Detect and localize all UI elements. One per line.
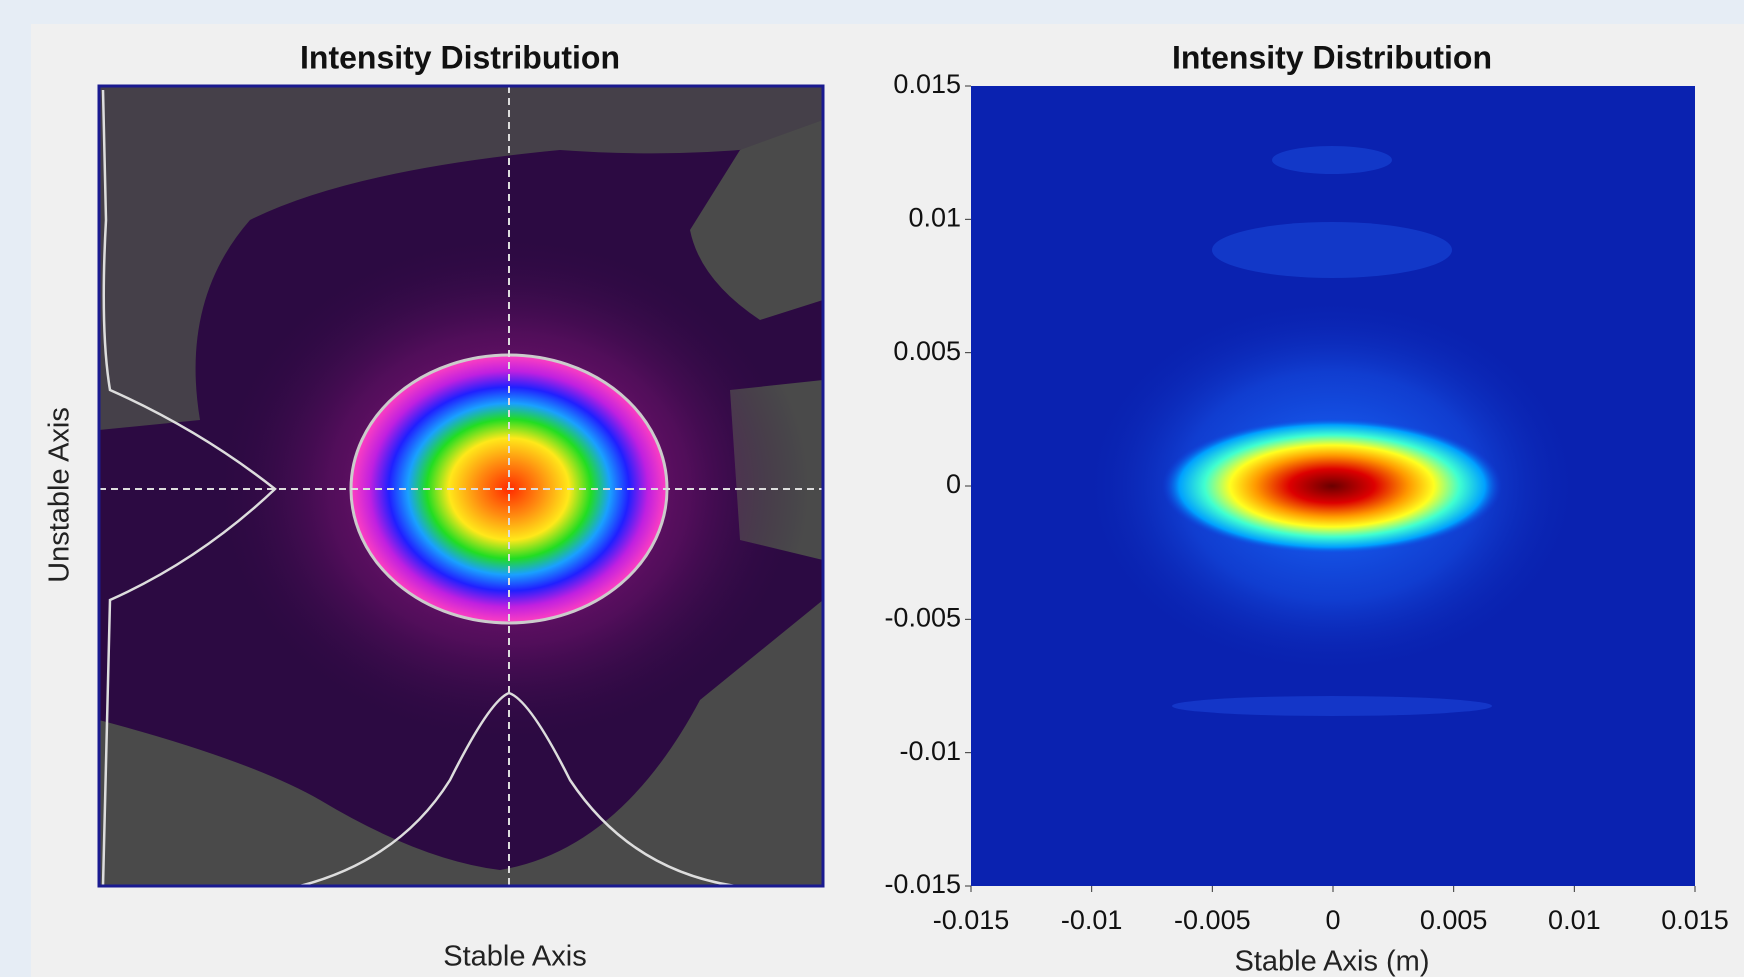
x-tick-label: 0 bbox=[1325, 905, 1340, 935]
field-image bbox=[971, 86, 1695, 886]
x-tick-label: -0.015 bbox=[933, 905, 1010, 935]
chart-title: Intensity Distribution bbox=[1172, 39, 1492, 75]
x-tick-label: 0.01 bbox=[1548, 905, 1601, 935]
y-tick-label: 0.01 bbox=[908, 202, 961, 232]
x-tick-label: 0.015 bbox=[1661, 905, 1729, 935]
y-tick-label: 0.015 bbox=[893, 69, 961, 99]
y-axis-label: Unstable Axis bbox=[44, 407, 76, 583]
plot-frame bbox=[97, 84, 825, 888]
y-tick-label: -0.005 bbox=[884, 602, 961, 632]
y-tick-label: -0.01 bbox=[899, 736, 961, 766]
x-tick-label: 0.005 bbox=[1420, 905, 1488, 935]
y-tick-label: 0.005 bbox=[893, 336, 961, 366]
x-axis-label: Stable Axis bbox=[443, 941, 586, 973]
beam-image bbox=[99, 86, 823, 886]
y-tick-label: -0.015 bbox=[884, 869, 961, 899]
x-tick-label: -0.005 bbox=[1174, 905, 1251, 935]
x-axis-label: Stable Axis (m) bbox=[1235, 946, 1430, 977]
x-tick-label: -0.01 bbox=[1061, 905, 1123, 935]
chart-title: Intensity Distribution bbox=[300, 39, 620, 75]
y-tick-label: 0 bbox=[946, 469, 961, 499]
